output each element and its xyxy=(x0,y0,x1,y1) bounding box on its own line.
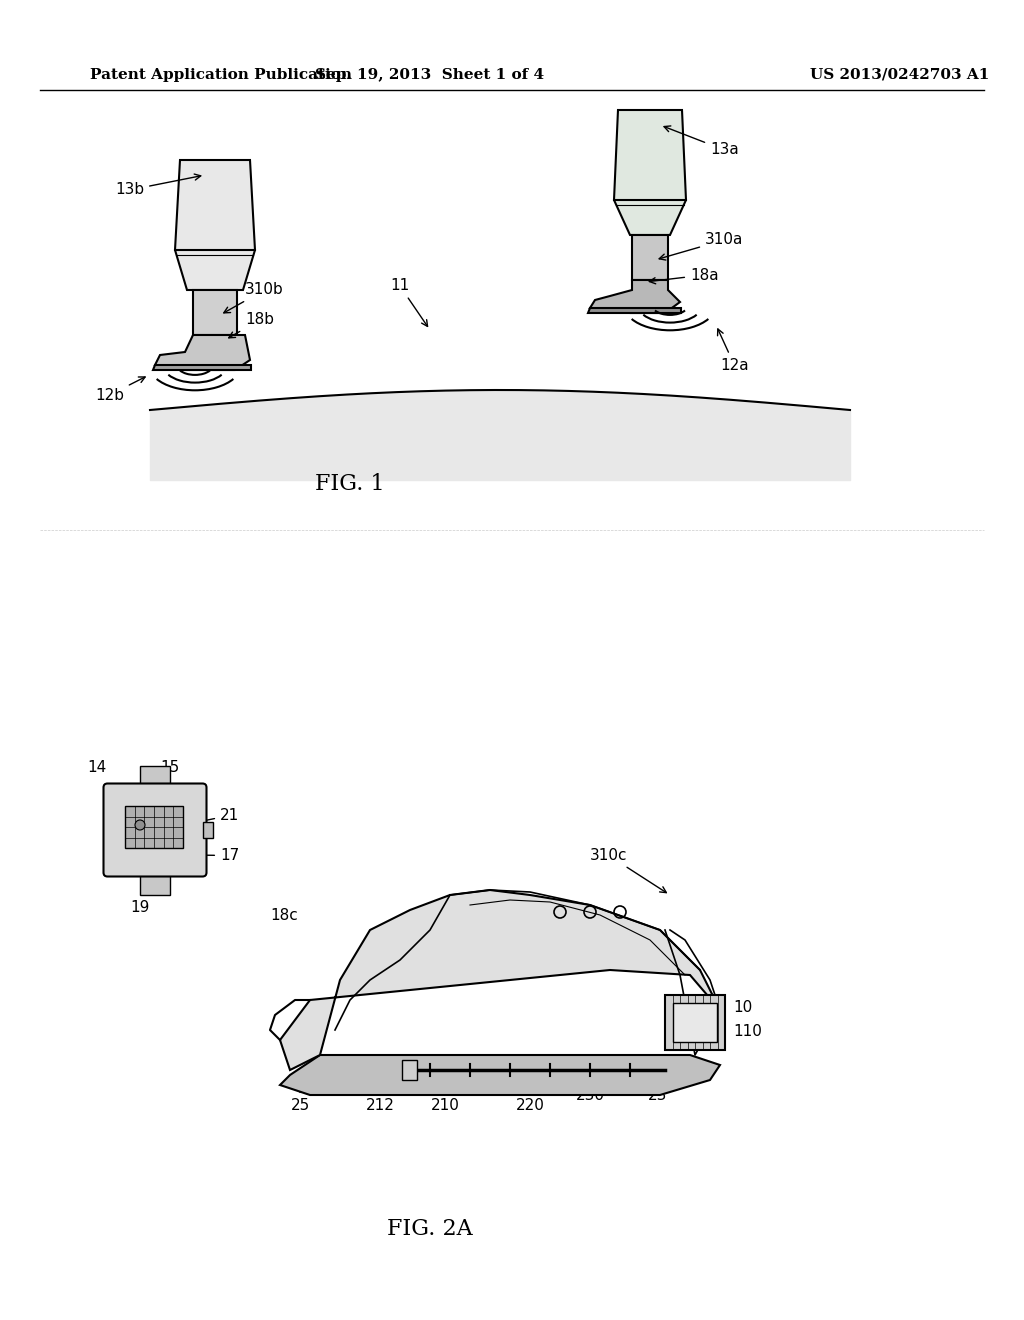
Text: 14: 14 xyxy=(88,760,106,775)
Bar xyxy=(402,1060,417,1080)
Text: Patent Application Publication: Patent Application Publication xyxy=(90,69,352,82)
Text: 11: 11 xyxy=(390,279,428,326)
Text: 310c: 310c xyxy=(590,847,667,892)
Text: 210: 210 xyxy=(430,1080,460,1113)
Polygon shape xyxy=(588,308,681,313)
Polygon shape xyxy=(614,110,686,235)
Circle shape xyxy=(135,820,145,830)
Text: 12b: 12b xyxy=(95,378,145,403)
Text: 23: 23 xyxy=(648,1069,668,1104)
Text: 10: 10 xyxy=(733,1001,753,1015)
Text: 212: 212 xyxy=(366,1069,400,1113)
Text: 310a: 310a xyxy=(659,232,743,260)
Text: 13a: 13a xyxy=(664,125,738,157)
Bar xyxy=(140,766,170,788)
Text: 13b: 13b xyxy=(115,174,201,198)
Text: 17: 17 xyxy=(195,847,240,863)
Polygon shape xyxy=(155,335,250,370)
Text: 18c: 18c xyxy=(270,908,298,923)
Text: 18a: 18a xyxy=(649,268,719,284)
Text: 220: 220 xyxy=(515,1080,545,1113)
Bar xyxy=(125,807,183,847)
Polygon shape xyxy=(590,280,680,313)
Polygon shape xyxy=(175,160,255,290)
Text: 15: 15 xyxy=(160,760,179,775)
Text: 230: 230 xyxy=(575,1069,604,1104)
Polygon shape xyxy=(632,235,668,280)
Text: 310b: 310b xyxy=(224,282,284,313)
Text: 21: 21 xyxy=(187,808,240,826)
Bar xyxy=(203,822,213,838)
Bar xyxy=(140,873,170,895)
Text: 19: 19 xyxy=(130,900,150,915)
Text: 18b: 18b xyxy=(228,313,274,338)
Polygon shape xyxy=(280,890,720,1071)
FancyBboxPatch shape xyxy=(103,784,207,876)
Text: 12a: 12a xyxy=(718,329,749,372)
Bar xyxy=(665,995,725,1049)
Text: 25: 25 xyxy=(291,1074,309,1113)
Bar xyxy=(673,1003,717,1041)
Text: Sep. 19, 2013  Sheet 1 of 4: Sep. 19, 2013 Sheet 1 of 4 xyxy=(315,69,545,82)
Polygon shape xyxy=(280,1055,720,1096)
Polygon shape xyxy=(153,366,251,370)
Text: FIG. 2A: FIG. 2A xyxy=(387,1218,473,1239)
Text: US 2013/0242703 A1: US 2013/0242703 A1 xyxy=(810,69,989,82)
Text: 110: 110 xyxy=(733,1023,762,1039)
Text: FIG. 1: FIG. 1 xyxy=(315,473,385,495)
Polygon shape xyxy=(193,290,237,335)
